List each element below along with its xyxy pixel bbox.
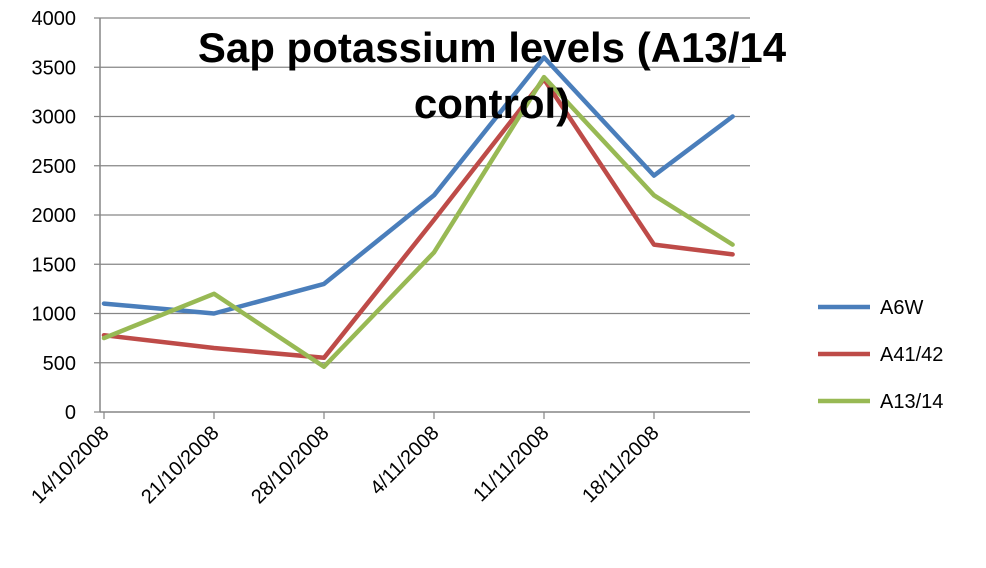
y-tick-label: 0: [65, 402, 76, 424]
series-line: [101, 55, 735, 316]
x-tick-label: 14/10/2008: [27, 422, 113, 508]
y-tick-label: 1000: [32, 304, 77, 326]
x-tick-label: 28/10/2008: [247, 422, 333, 508]
chart-title: Sap potassium levels (A13/14 control): [198, 24, 787, 127]
y-axis-tick-labels: 0 500 1000 1500 2000 2500 3000 3500 4000: [32, 8, 77, 424]
x-tick-label: 11/11/2008: [469, 422, 553, 506]
y-tick-label: 2000: [32, 205, 77, 227]
legend: A6W A41/42 A13/14: [818, 297, 943, 413]
y-gridlines: [94, 17, 750, 413]
x-axis-ticks: [103, 412, 655, 419]
y-tick-label: 3000: [32, 107, 77, 129]
x-tick-label: 21/10/2008: [137, 422, 223, 508]
chart-title-line-1: Sap potassium levels (A13/14: [198, 24, 787, 71]
series-lines: [101, 55, 735, 369]
y-tick-label: 500: [43, 353, 76, 375]
y-tick-label: 4000: [32, 8, 77, 30]
x-axis-tick-labels: 14/10/2008 21/10/2008 28/10/2008 4/11/2008 1…: [27, 422, 663, 508]
legend-label: A41/42: [880, 344, 943, 366]
legend-label: A13/14: [880, 391, 943, 413]
legend-label: A6W: [880, 297, 923, 319]
series-line: [101, 76, 735, 361]
y-tick-label: 1500: [32, 254, 77, 276]
x-tick-label: 4/11/2008: [366, 422, 443, 499]
y-tick-label: 3500: [32, 57, 77, 79]
x-tick-label: 18/11/2008: [578, 422, 663, 507]
series-line: [101, 74, 735, 369]
chart-title-line-2: control): [414, 80, 570, 127]
y-tick-label: 2500: [32, 156, 77, 178]
